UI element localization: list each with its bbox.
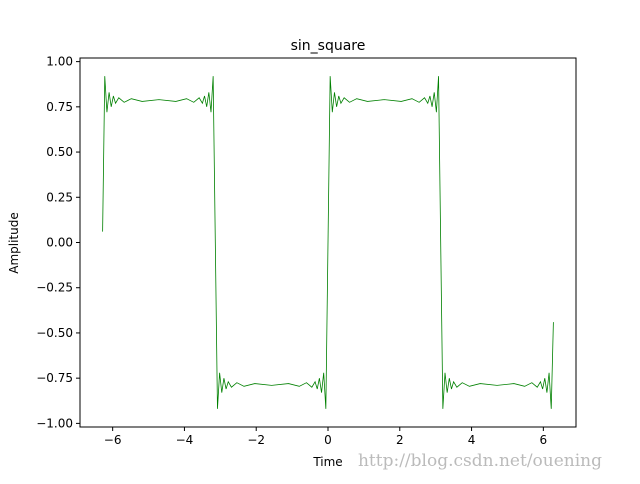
y-axis-label: Amplitude [7,212,21,274]
data-line [102,76,554,409]
y-tick-label: 1.00 [46,55,73,69]
x-tick-label: 0 [324,433,332,447]
x-tick-label: −6 [104,433,122,447]
chart-title: sin_square [291,38,366,54]
x-tick-label: 4 [468,433,476,447]
x-tick-label: 2 [396,433,404,447]
y-tick-label: −0.50 [36,326,73,340]
y-tick-label: 0.00 [46,236,73,250]
y-tick-label: 0.75 [46,100,73,114]
y-tick-label: −1.00 [36,416,73,430]
y-tick-label: −0.25 [36,281,73,295]
x-tick-label: −2 [247,433,265,447]
x-axis-label: Time [312,455,342,469]
y-tick-label: 0.25 [46,190,73,204]
y-tick-label: −0.75 [36,371,73,385]
x-tick-label: −4 [176,433,194,447]
watermark: http://blog.csdn.net/ouening [358,451,602,471]
y-tick-label: 0.50 [46,145,73,159]
x-tick-label: 6 [540,433,548,447]
